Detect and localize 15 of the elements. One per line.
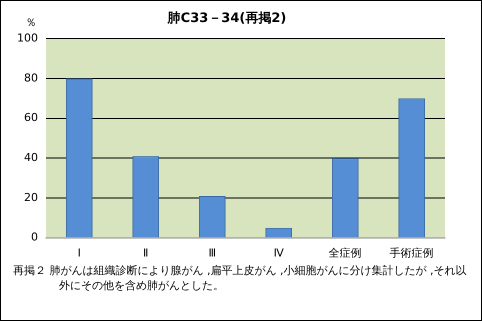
x-tick-label: Ⅱ (143, 246, 148, 260)
x-tick-label: Ⅳ (274, 246, 285, 260)
y-tick-label: 100 (16, 31, 38, 44)
y-tick-label: 40 (24, 150, 38, 164)
x-tick-label: 手術症例 (390, 246, 434, 260)
y-tick-label: 60 (24, 111, 38, 124)
x-tick-label: 全症例 (328, 246, 362, 260)
x-tick-label: Ⅰ (78, 246, 81, 260)
chart-title: 肺C33－34(再掲2) (166, 11, 286, 26)
y-axis-title: ％ (26, 16, 36, 29)
text: 再掲２ 肺がんは組織診断により腺がん ,扁平上皮がん ,小細胞がんに分け集計したが ,それ以外にその他を含め肺がんとした。 (12, 263, 468, 293)
y-tick-label: 80 (24, 71, 38, 84)
y-tick-label: 20 (24, 190, 38, 204)
x-tick-label: Ⅲ (208, 246, 216, 260)
y-tick-label: 0 (30, 230, 38, 244)
